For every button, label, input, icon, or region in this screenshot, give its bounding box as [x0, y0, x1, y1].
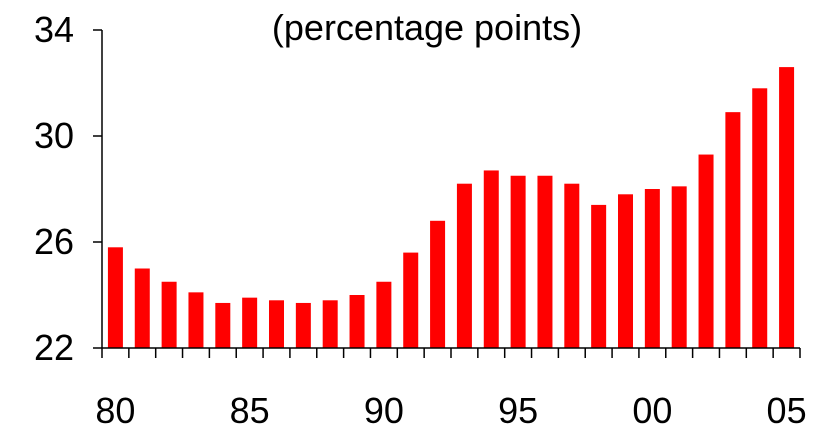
bar-97 — [564, 183, 580, 348]
bar-05 — [779, 67, 795, 348]
y-tick-label-26: 26 — [34, 221, 74, 262]
bar-01 — [671, 186, 687, 348]
bar-90 — [376, 281, 392, 348]
x-tick-label-85: 85 — [230, 390, 270, 429]
bar-87 — [295, 302, 311, 348]
bar-89 — [349, 295, 365, 348]
bar-84 — [215, 302, 231, 348]
bar-02 — [698, 154, 714, 348]
bar-91 — [403, 252, 419, 348]
bar-85 — [242, 297, 258, 348]
bar-86 — [269, 300, 284, 348]
bar-82 — [161, 281, 177, 348]
bar-80 — [107, 247, 123, 348]
bar-00 — [644, 189, 660, 348]
bar-81 — [134, 268, 150, 348]
x-ticks-group: 80 85 90 95 00 05 — [95, 348, 807, 429]
bars-group — [107, 67, 795, 349]
x-tick-label-80: 80 — [95, 390, 135, 429]
bar-83 — [188, 292, 204, 348]
x-tick-label-95: 95 — [498, 390, 538, 429]
bar-88 — [322, 300, 338, 348]
bar-96 — [537, 175, 553, 348]
y-tick-label-34: 34 — [34, 9, 74, 50]
bar-03 — [725, 112, 741, 349]
bar-95 — [510, 175, 526, 348]
bar-93 — [456, 183, 472, 348]
y-ticks-group: 22 26 30 34 — [34, 9, 102, 368]
bar-94 — [483, 170, 499, 348]
bar-98 — [591, 204, 607, 348]
x-tick-label-05: 05 — [767, 390, 807, 429]
x-tick-label-90: 90 — [364, 390, 404, 429]
bar-99 — [618, 194, 633, 348]
x-tick-label-00: 00 — [632, 390, 672, 429]
y-tick-label-30: 30 — [34, 115, 74, 156]
y-tick-label-22: 22 — [34, 327, 74, 368]
chart-subtitle: (percentage points) — [272, 7, 582, 48]
bar-92 — [430, 220, 446, 348]
bar-04 — [752, 88, 768, 349]
